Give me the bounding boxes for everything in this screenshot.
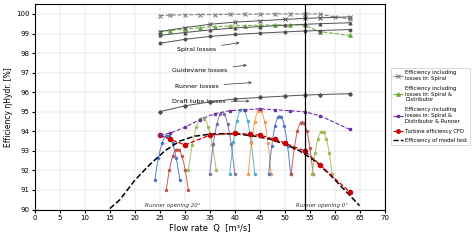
Text: Runner opening 0°: Runner opening 0°: [296, 203, 348, 208]
Text: Guidevane losses: Guidevane losses: [173, 64, 246, 73]
Text: Runner losses: Runner losses: [175, 82, 251, 89]
Legend: Efficiency including
losses in: Spiral, Efficiency including
losses in: Spiral &: Efficiency including losses in: Spiral, …: [391, 68, 470, 146]
Text: Runner opening 20°: Runner opening 20°: [145, 203, 200, 208]
Text: Spiral losses: Spiral losses: [177, 42, 239, 52]
Text: Draft tube losses: Draft tube losses: [173, 100, 249, 105]
Y-axis label: Efficiency ηHydr. [%]: Efficiency ηHydr. [%]: [4, 67, 13, 147]
X-axis label: Flow rate  Q  [m³/s]: Flow rate Q [m³/s]: [169, 224, 250, 233]
